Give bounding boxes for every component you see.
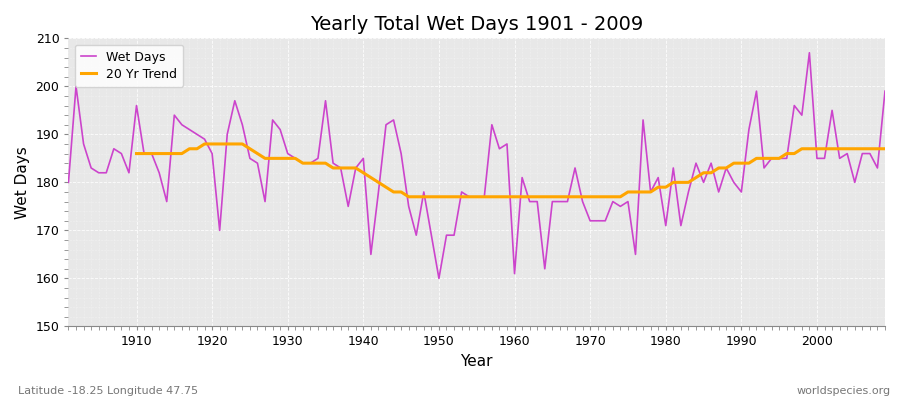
Text: worldspecies.org: worldspecies.org <box>796 386 891 396</box>
Legend: Wet Days, 20 Yr Trend: Wet Days, 20 Yr Trend <box>75 44 184 87</box>
20 Yr Trend <box>532 194 543 199</box>
Wet Days <box>879 89 890 94</box>
Wet Days <box>123 170 134 175</box>
Wet Days <box>517 175 527 180</box>
Wet Days <box>335 166 346 170</box>
20 Yr Trend <box>283 156 293 161</box>
Wet Days <box>509 271 520 276</box>
20 Yr Trend <box>131 151 142 156</box>
Line: 20 Yr Trend: 20 Yr Trend <box>137 144 885 197</box>
Y-axis label: Wet Days: Wet Days <box>15 146 30 219</box>
Text: Latitude -18.25 Longitude 47.75: Latitude -18.25 Longitude 47.75 <box>18 386 198 396</box>
Wet Days <box>608 199 618 204</box>
Wet Days <box>434 276 445 281</box>
20 Yr Trend <box>312 161 323 166</box>
20 Yr Trend <box>403 194 414 199</box>
X-axis label: Year: Year <box>461 354 493 369</box>
Line: Wet Days: Wet Days <box>68 53 885 278</box>
Title: Yearly Total Wet Days 1901 - 2009: Yearly Total Wet Days 1901 - 2009 <box>310 15 644 34</box>
20 Yr Trend <box>879 146 890 151</box>
20 Yr Trend <box>199 142 210 146</box>
Wet Days <box>290 156 301 161</box>
20 Yr Trend <box>834 146 845 151</box>
Wet Days <box>63 180 74 185</box>
20 Yr Trend <box>592 194 603 199</box>
20 Yr Trend <box>857 146 868 151</box>
Wet Days <box>804 50 814 55</box>
